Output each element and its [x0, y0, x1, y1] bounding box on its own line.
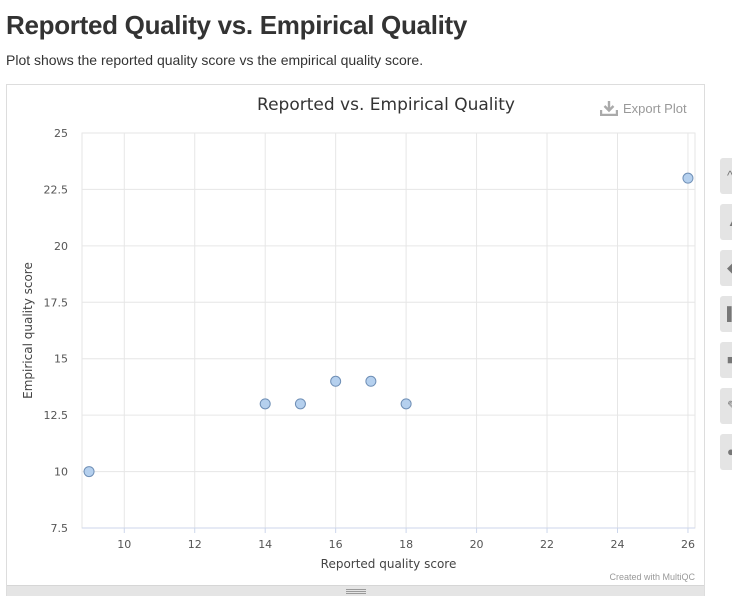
y-tick-label: 25: [54, 127, 68, 140]
data-point-3: [294, 398, 306, 410]
triangle-icon: ▲: [727, 215, 732, 229]
data-point-1: [83, 466, 95, 478]
data-point-5: [365, 375, 377, 387]
y-tick-label: 22.5: [44, 183, 69, 196]
export-plot-label: Export Plot: [623, 100, 687, 116]
tool-button-1[interactable]: ^: [720, 158, 732, 194]
x-tick-label: 12: [188, 538, 202, 551]
plot-area: [81, 132, 696, 529]
x-tick-label: 24: [610, 538, 624, 551]
data-point-2: [259, 398, 271, 410]
data-point-4: [330, 375, 342, 387]
circle-icon: ●: [727, 444, 732, 459]
brush-icon: ✎: [727, 399, 732, 413]
tool-button-4[interactable]: ▌: [720, 296, 732, 332]
resize-handle[interactable]: [7, 585, 704, 596]
tool-button-7[interactable]: ●: [720, 434, 732, 470]
x-tick-label: 14: [258, 538, 272, 551]
data-point-7: [682, 172, 694, 184]
page-description: Plot shows the reported quality score vs…: [6, 52, 424, 68]
y-tick-label: 10: [54, 466, 68, 479]
download-icon: [600, 101, 618, 116]
y-tick-label: 15: [54, 353, 68, 366]
y-tick-label: 12.5: [44, 409, 69, 422]
x-tick-label: 22: [540, 538, 554, 551]
credit-text: Created with MultiQC: [609, 572, 695, 582]
square-icon: ■: [727, 352, 732, 367]
x-axis-label: Reported quality score: [321, 557, 457, 571]
chevron-up-icon: ^: [727, 168, 732, 183]
bar-icon: ▌: [727, 306, 732, 321]
x-tick-label: 18: [399, 538, 413, 551]
tool-button-2[interactable]: ▲: [720, 204, 732, 240]
x-tick-label: 20: [470, 538, 484, 551]
tool-button-5[interactable]: ■: [720, 342, 732, 378]
export-plot-button[interactable]: Export Plot: [600, 98, 687, 118]
tool-button-3[interactable]: ◆: [720, 250, 732, 286]
chart-title: Reported vs. Empirical Quality: [257, 95, 515, 115]
tool-button-6[interactable]: ✎: [720, 388, 732, 424]
y-tick-label: 20: [54, 240, 68, 253]
x-tick-label: 16: [329, 538, 343, 551]
y-tick-label: 7.5: [51, 522, 69, 535]
diamond-icon: ◆: [727, 261, 732, 275]
page-title: Reported Quality vs. Empirical Quality: [6, 10, 468, 40]
x-tick-label: 10: [117, 538, 131, 551]
y-tick-label: 17.5: [44, 296, 69, 309]
x-tick-label: 26: [681, 538, 695, 551]
data-point-6: [400, 398, 412, 410]
y-axis-label: Empirical quality score: [21, 262, 35, 399]
